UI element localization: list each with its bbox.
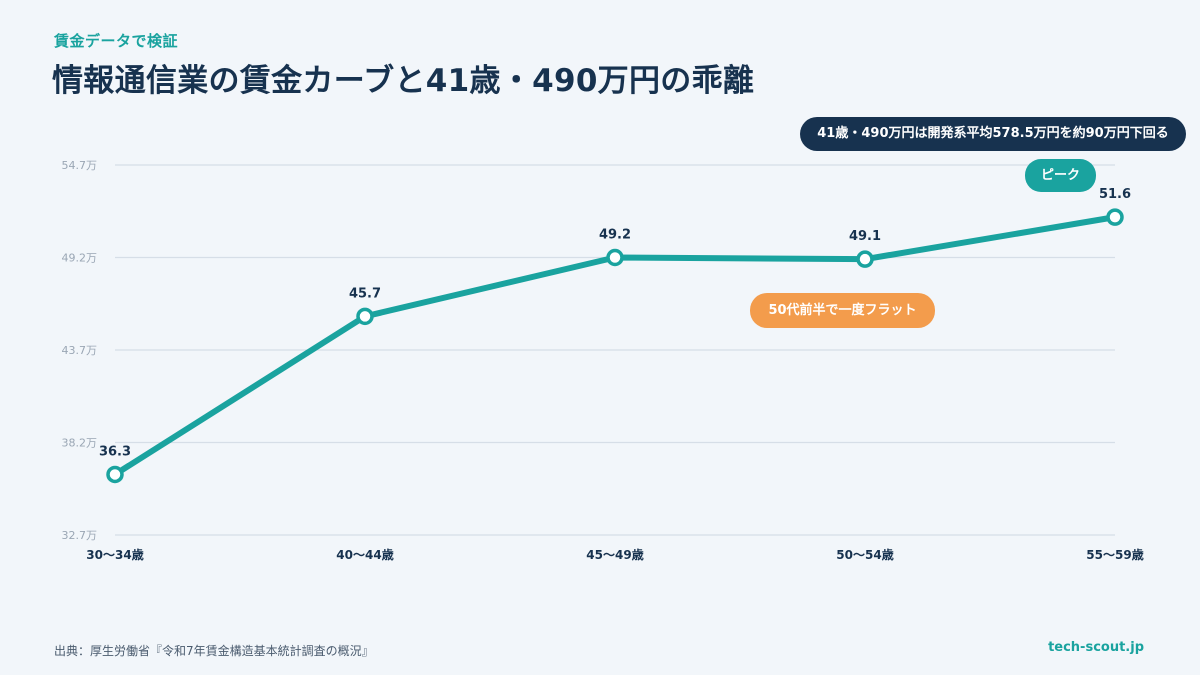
data-label: 49.1 [849,229,881,244]
note-badge: 41歳・490万円は開発系平均578.5万円を約90万円下回る [800,117,1186,151]
brand-link[interactable]: tech-scout.jp [1048,640,1144,655]
y-tick-label: 49.2万 [62,252,98,265]
data-label: 51.6 [1099,187,1131,202]
data-label: 36.3 [99,444,131,459]
data-point [1106,208,1124,226]
data-label: 49.2 [599,228,631,243]
x-tick-label: 40～44歳 [336,547,393,562]
source-note: 出典：厚生労働省『令和7年賃金構造基本統計調査の概況』 [54,644,374,658]
data-point [106,465,124,484]
y-tick-label: 43.7万 [62,344,98,357]
data-label: 45.7 [349,286,381,301]
x-tick-label: 45～49歳 [586,547,643,562]
eyebrow-label: 賃金データで検証 [54,32,179,50]
data-point [606,248,624,267]
chart-title: 情報通信業の賃金カーブと41歳・490万円の乖離 [52,63,755,99]
y-tick-label: 32.7万 [62,529,98,542]
data-point [356,307,374,326]
x-tick-label: 50～54歳 [836,547,893,562]
y-tick-label: 54.7万 [62,159,98,172]
x-tick-label: 55～59歳 [1086,547,1143,562]
data-point [856,250,874,268]
x-tick-label: 30～34歳 [86,547,143,562]
peak-badge: ピーク [1025,159,1096,192]
flat-badge: 50代前半で一度フラット [750,293,935,328]
y-tick-label: 38.2万 [62,437,98,450]
